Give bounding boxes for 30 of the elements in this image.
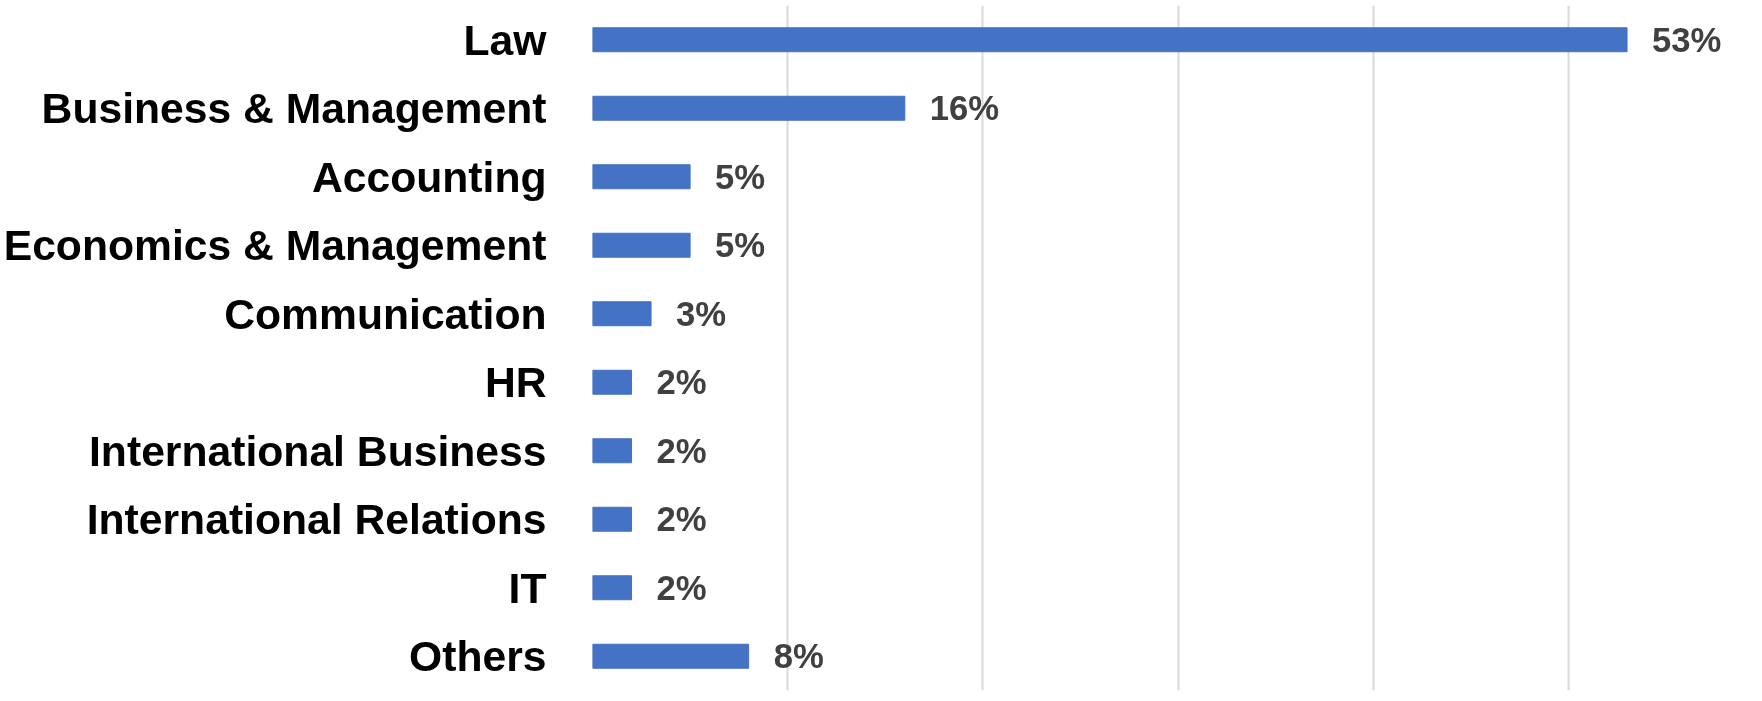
y-tick-label: Economics & Management [3,221,547,270]
bar [592,232,691,258]
y-tick-label: International Business [89,426,547,475]
y-tick-label: IT [508,563,547,612]
y-tick-label: Law [463,15,548,64]
y-tick-label: Communication [224,289,547,338]
bar [592,438,633,464]
bar [592,575,633,601]
bar [592,643,750,669]
data-label: 8% [773,637,824,676]
bar [592,369,633,395]
bar [592,27,1628,53]
bar [592,301,652,327]
y-tick-label: International Relations [86,495,547,544]
data-label: 2% [656,363,707,402]
y-tick-label: HR [484,358,547,407]
data-label: 16% [929,89,1000,128]
data-label: 3% [676,294,727,333]
data-label: 5% [715,226,766,265]
y-tick-label: Others [409,632,547,681]
bar [592,164,691,190]
bar [592,95,906,121]
data-label: 53% [1652,20,1722,59]
data-label: 2% [656,431,707,470]
data-label: 2% [656,568,707,607]
y-tick-label: Business & Management [41,84,547,133]
data-label: 5% [715,157,766,196]
bar [592,506,633,532]
data-label: 2% [656,500,707,539]
y-tick-label: Accounting [311,152,547,201]
